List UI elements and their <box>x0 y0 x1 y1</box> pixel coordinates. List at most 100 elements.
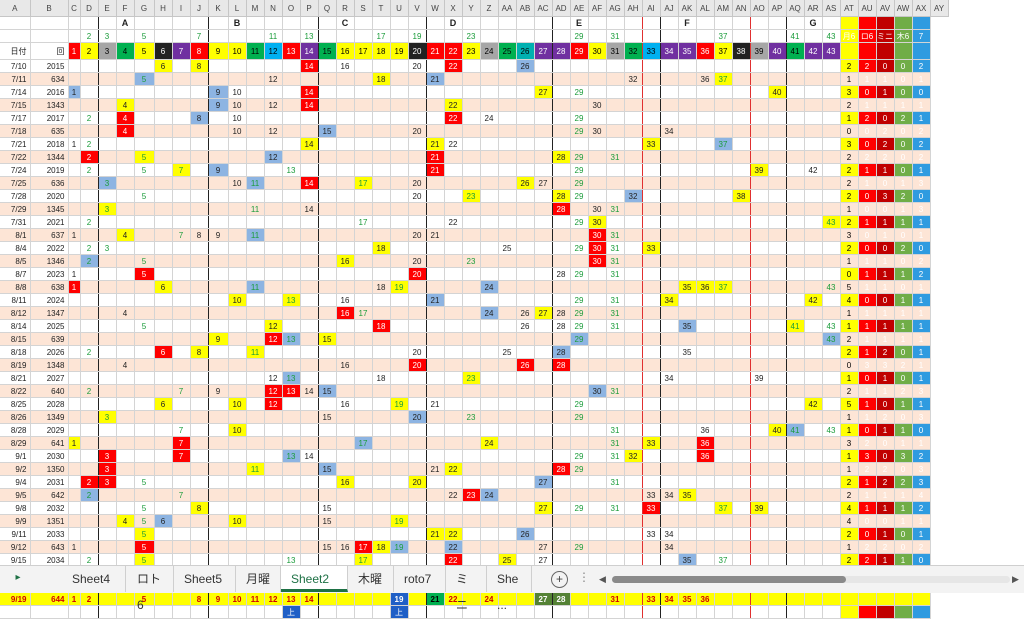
last-row-date[interactable]: 9/19 <box>0 592 31 606</box>
number-cell[interactable] <box>714 98 733 112</box>
column-header-C[interactable]: C <box>68 0 81 17</box>
number-cell[interactable] <box>804 475 823 489</box>
number-cell[interactable] <box>786 137 805 151</box>
number-cell[interactable]: 5 <box>134 540 155 554</box>
number-cell[interactable] <box>372 111 391 125</box>
number-cell[interactable] <box>462 293 481 307</box>
number-cell[interactable] <box>208 72 229 86</box>
number-cell[interactable] <box>336 436 355 450</box>
number-cell[interactable] <box>552 215 571 229</box>
stats-cell[interactable]: 1 <box>840 423 859 437</box>
number-cell[interactable]: 29 <box>570 332 589 346</box>
number-cell[interactable] <box>516 293 535 307</box>
number-cell[interactable] <box>80 462 99 476</box>
row-date[interactable]: 9/9 <box>0 514 31 528</box>
number-cell[interactable] <box>696 410 715 424</box>
number-cell[interactable]: 29 <box>570 163 589 177</box>
row-date[interactable]: 9/1 <box>0 449 31 463</box>
number-cell[interactable] <box>98 111 117 125</box>
number-cell[interactable] <box>768 514 787 528</box>
number-cell[interactable] <box>642 163 661 177</box>
number-cell[interactable] <box>336 423 355 437</box>
number-cell[interactable] <box>68 449 81 463</box>
number-cell[interactable] <box>624 124 643 138</box>
cell[interactable] <box>552 605 571 619</box>
number-cell[interactable] <box>190 475 209 489</box>
horizontal-scrollbar-thumb[interactable] <box>612 576 846 583</box>
number-cell[interactable] <box>552 228 571 242</box>
number-cell[interactable] <box>642 98 661 112</box>
number-cell[interactable] <box>264 306 283 320</box>
number-cell[interactable] <box>786 111 805 125</box>
column-header-AM[interactable]: AM <box>714 0 733 17</box>
number-cell[interactable] <box>822 85 841 99</box>
number-cell[interactable] <box>786 59 805 73</box>
number-cell[interactable] <box>318 150 337 164</box>
number-cell[interactable] <box>98 332 117 346</box>
number-cell[interactable] <box>318 176 337 190</box>
number-cell[interactable] <box>480 85 499 99</box>
number-cell[interactable] <box>804 462 823 476</box>
row-date[interactable]: 8/4 <box>0 241 31 255</box>
number-cell[interactable] <box>318 319 337 333</box>
number-cell[interactable]: 17 <box>354 540 373 554</box>
number-cell[interactable] <box>300 475 319 489</box>
number-cell[interactable] <box>480 98 499 112</box>
number-cell[interactable] <box>134 202 155 216</box>
number-cell[interactable] <box>336 98 355 112</box>
number-cell[interactable]: 3 <box>98 462 117 476</box>
stats-cell[interactable]: 1 <box>912 228 931 242</box>
number-cell[interactable] <box>534 111 553 125</box>
number-cell[interactable]: 42 <box>804 163 823 177</box>
cell[interactable] <box>660 16 679 30</box>
number-cell[interactable] <box>750 514 769 528</box>
number-cell[interactable] <box>318 267 337 281</box>
cell[interactable] <box>894 16 913 30</box>
stats-cell[interactable]: 2 <box>912 267 931 281</box>
number-cell[interactable]: 31 <box>606 254 625 268</box>
row-round[interactable]: 643 <box>30 540 69 554</box>
number-cell[interactable] <box>714 254 733 268</box>
number-cell[interactable]: 8 <box>190 59 209 73</box>
number-cell[interactable] <box>354 59 373 73</box>
stats-cell[interactable]: 3 <box>876 358 895 372</box>
stats-cell[interactable]: 1 <box>894 202 913 216</box>
row-date[interactable]: 9/2 <box>0 462 31 476</box>
cell[interactable] <box>714 16 733 30</box>
number-cell[interactable] <box>80 436 99 450</box>
number-cell[interactable]: 30 <box>588 228 607 242</box>
number-cell[interactable] <box>498 527 517 541</box>
number-cell[interactable] <box>98 436 117 450</box>
number-cell[interactable]: 29 <box>570 540 589 554</box>
number-cell[interactable] <box>228 462 247 476</box>
number-cell[interactable] <box>426 358 445 372</box>
stats-cell[interactable]: 0 <box>894 527 913 541</box>
stats-cell[interactable]: 1 <box>858 475 877 489</box>
number-cell[interactable]: 28 <box>552 306 571 320</box>
number-cell[interactable]: 10 <box>228 111 247 125</box>
stats-cell[interactable]: 0 <box>894 410 913 424</box>
number-cell[interactable] <box>804 501 823 515</box>
number-cell[interactable] <box>822 72 841 86</box>
number-cell[interactable] <box>134 293 155 307</box>
number-cell[interactable] <box>116 267 135 281</box>
number-cell[interactable] <box>336 501 355 515</box>
stats-cell[interactable]: 0 <box>894 228 913 242</box>
number-cell[interactable]: 14 <box>300 137 319 151</box>
number-cell[interactable] <box>228 436 247 450</box>
number-cell[interactable] <box>498 150 517 164</box>
number-cell[interactable] <box>80 189 99 203</box>
cell[interactable] <box>98 16 117 30</box>
number-cell[interactable] <box>822 410 841 424</box>
number-cell[interactable] <box>642 254 661 268</box>
stats-cell[interactable]: 0 <box>858 85 877 99</box>
stats-cell[interactable]: 0 <box>894 345 913 359</box>
number-cell[interactable]: 4 <box>116 98 135 112</box>
number-cell[interactable] <box>246 449 265 463</box>
number-cell[interactable] <box>750 111 769 125</box>
number-cell[interactable]: 7 <box>172 488 191 502</box>
stats-cell[interactable]: 3 <box>858 449 877 463</box>
number-cell[interactable]: 30 <box>588 254 607 268</box>
number-cell[interactable] <box>228 527 247 541</box>
number-cell[interactable] <box>678 501 697 515</box>
